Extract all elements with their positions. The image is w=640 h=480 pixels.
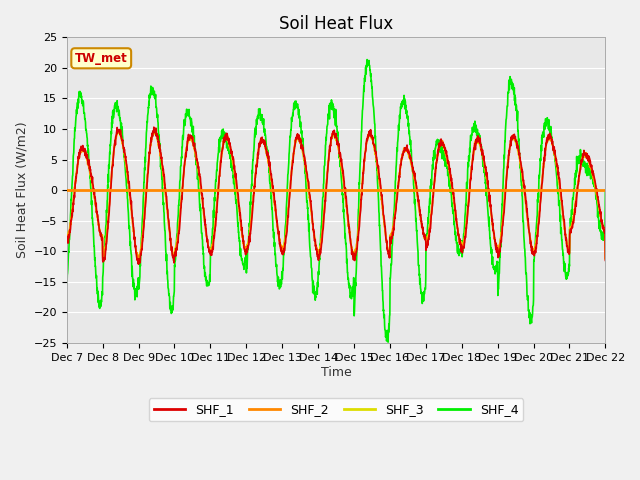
Line: SHF_3: SHF_3 xyxy=(67,131,605,259)
SHF_1 xyxy=(570,219,577,225)
SHF_2 xyxy=(364,136,371,142)
SHF_1 xyxy=(364,133,371,139)
SHF_4 xyxy=(384,339,392,345)
SHF_3 xyxy=(151,128,159,133)
SHF_4 xyxy=(570,195,577,201)
SHF_2 xyxy=(214,197,221,203)
SHF_4 xyxy=(364,59,371,64)
Title: Soil Heat Flux: Soil Heat Flux xyxy=(279,15,393,33)
Legend: SHF_1, SHF_2, SHF_3, SHF_4: SHF_1, SHF_2, SHF_3, SHF_4 xyxy=(149,398,524,421)
SHF_4 xyxy=(602,187,609,193)
Line: SHF_2: SHF_2 xyxy=(67,130,605,260)
SHF_3 xyxy=(213,195,221,201)
Line: SHF_4: SHF_4 xyxy=(67,60,605,342)
SHF_2 xyxy=(602,256,609,262)
SHF_2 xyxy=(151,127,159,132)
SHF_3 xyxy=(352,247,360,252)
SHF_1 xyxy=(352,251,360,257)
SHF_3 xyxy=(602,256,609,262)
SHF_3 xyxy=(493,244,500,250)
SHF_4 xyxy=(554,191,562,196)
Line: SHF_1: SHF_1 xyxy=(67,127,605,264)
SHF_4 xyxy=(493,265,500,271)
SHF_4 xyxy=(213,168,221,174)
SHF_1 xyxy=(602,257,609,263)
SHF_2 xyxy=(352,248,360,253)
SHF_1 xyxy=(214,197,221,203)
SHF_2 xyxy=(63,237,70,242)
SHF_1 xyxy=(150,124,157,130)
SHF_1 xyxy=(554,172,562,178)
SHF_3 xyxy=(554,172,562,178)
SHF_3 xyxy=(364,137,371,143)
SHF_3 xyxy=(63,235,70,240)
SHF_2 xyxy=(493,245,500,251)
Y-axis label: Soil Heat Flux (W/m2): Soil Heat Flux (W/m2) xyxy=(15,122,28,259)
SHF_2 xyxy=(134,257,141,263)
SHF_2 xyxy=(570,216,577,222)
SHF_1 xyxy=(493,248,500,254)
SHF_1 xyxy=(135,261,143,267)
SHF_2 xyxy=(554,171,562,177)
SHF_4 xyxy=(351,280,359,286)
X-axis label: Time: Time xyxy=(321,365,351,379)
SHF_4 xyxy=(364,57,371,62)
SHF_3 xyxy=(569,216,577,221)
Text: TW_met: TW_met xyxy=(75,52,127,65)
SHF_1 xyxy=(63,239,70,245)
SHF_4 xyxy=(63,282,70,288)
